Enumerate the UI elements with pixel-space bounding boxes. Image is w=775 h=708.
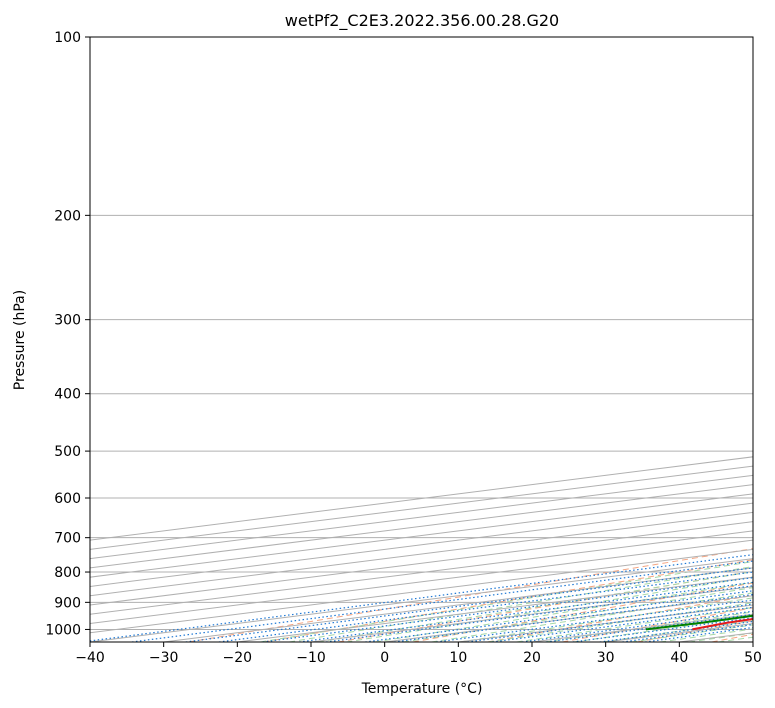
y-tick-label: 800	[54, 565, 81, 581]
mixing-ratio-line	[572, 617, 753, 642]
y-tick-label: 900	[54, 595, 81, 611]
x-tick-label: −20	[223, 650, 253, 666]
x-tick-label: 0	[380, 650, 389, 666]
x-axis-title: Temperature (°C)	[361, 681, 483, 697]
moist-adiabats	[260, 560, 753, 642]
y-tick-label: 200	[54, 208, 81, 224]
x-tick-label: −10	[296, 650, 326, 666]
isotherm-line	[90, 511, 753, 597]
isotherm-line	[90, 539, 753, 624]
axes: −40 −30 −20 −10 0 10 20 30 40 50 100 200 300 400 500 60…	[45, 30, 762, 666]
y-tick-label: 400	[54, 387, 81, 403]
plot-area	[90, 37, 753, 642]
x-tick-label: 10	[449, 650, 467, 666]
isotherm-line	[90, 530, 753, 615]
x-tick-label: 20	[523, 650, 541, 666]
moist-adiabat-line	[346, 576, 753, 642]
mixing-ratio-line	[131, 560, 753, 642]
isotherm-line	[90, 521, 753, 606]
chart-title: wetPf2_C2E3.2022.356.00.28.G20	[285, 11, 559, 31]
mixing-ratio-lines	[90, 554, 753, 642]
isotherm-line	[90, 484, 753, 569]
isotherm-line	[90, 493, 753, 578]
mixing-ratio-line	[218, 571, 753, 642]
y-tick-label: 600	[54, 491, 81, 507]
mixing-ratio-line	[299, 581, 753, 642]
y-tick-label: 1000	[45, 622, 81, 638]
x-tick-label: 40	[670, 650, 688, 666]
x-tick-label: −30	[149, 650, 179, 666]
x-tick-label: 50	[744, 650, 762, 666]
moist-adiabat-line	[459, 597, 753, 642]
y-tick-label: 500	[54, 444, 81, 460]
y-tick-label: 100	[54, 30, 81, 46]
moist-adiabat-line	[260, 560, 753, 642]
x-tick-label: −40	[75, 650, 105, 666]
mixing-ratio-line	[262, 577, 753, 642]
isotherm-line	[90, 474, 753, 560]
x-tick-label: 30	[597, 650, 615, 666]
y-axis-title: Pressure (hPa)	[12, 290, 28, 390]
moist-adiabat-line	[403, 587, 753, 642]
isotherm-line	[90, 465, 753, 550]
mixing-ratio-line	[185, 567, 753, 642]
moist-adiabat-line	[374, 581, 753, 642]
y-tick-label: 700	[54, 531, 81, 547]
moist-adiabat-line	[431, 592, 753, 642]
plot-frame	[89, 36, 754, 643]
isotherm-line	[90, 502, 753, 587]
y-tick-label: 300	[54, 313, 81, 329]
isotherms	[90, 456, 753, 642]
moist-adiabat-line	[487, 602, 753, 642]
dry-adiabat-line	[412, 582, 753, 642]
dry-adiabat-line	[188, 548, 753, 642]
dry-adiabat-line	[487, 594, 753, 642]
